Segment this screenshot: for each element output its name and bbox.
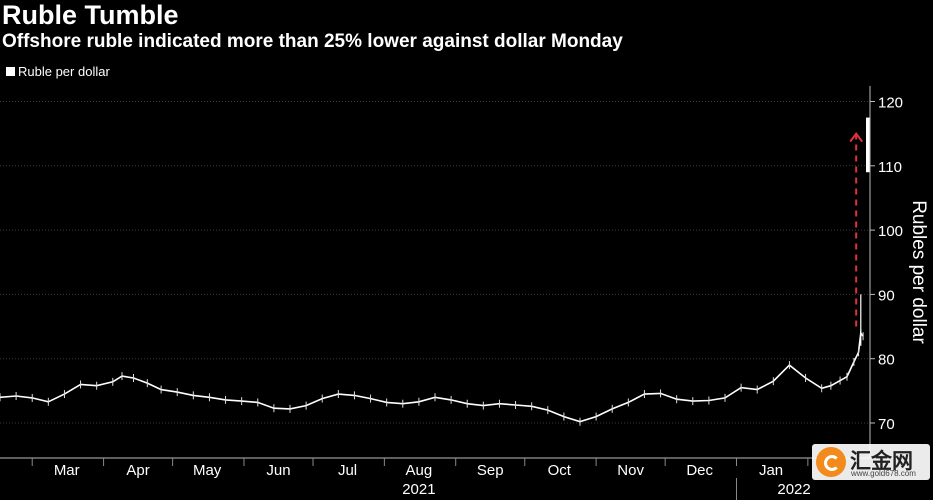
legend: Ruble per dollar [6, 64, 110, 79]
watermark-icon [816, 447, 846, 477]
watermark-logo: 汇金网 www.gold678.com [812, 444, 930, 480]
chart-subtitle: Offshore ruble indicated more than 25% l… [2, 31, 623, 52]
year-label: 2022 [777, 481, 810, 498]
x-tick-label: Oct [548, 462, 572, 479]
price-line [0, 330, 864, 423]
watermark-brand: 汇金网 [850, 450, 913, 473]
y-tick-label: 80 [878, 352, 895, 369]
y-axis-label: Rubles per dollar [908, 200, 929, 344]
legend-label: Ruble per dollar [18, 64, 110, 79]
x-tick-label: Dec [686, 462, 713, 479]
x-tick-label: Jul [338, 462, 357, 479]
x-tick-label: Jun [266, 462, 290, 479]
annotation [849, 131, 863, 327]
x-tick-label: Nov [617, 462, 644, 479]
price-series [0, 117, 870, 426]
x-tick-label: Apr [126, 462, 149, 479]
watermark-url: www.gold678.com [851, 469, 916, 478]
gridlines [0, 101, 870, 424]
final-candle [866, 117, 870, 173]
y-tick-label: 90 [878, 287, 895, 304]
y-tick-label: 110 [878, 159, 902, 176]
year-label: 2021 [402, 481, 435, 498]
legend-swatch [6, 67, 15, 76]
y-tick-label: 100 [878, 223, 903, 240]
x-tick-label: May [193, 462, 222, 479]
y-tick-label: 70 [878, 416, 895, 433]
x-tick-label: Sep [477, 462, 504, 479]
y-axis: 70 80 90 100 110 120 Rubles per dollar [869, 86, 929, 458]
y-tick-label: 120 [878, 95, 903, 112]
x-axis: MarAprMayJunJulAugSepOctNovDecJanF202120… [0, 457, 870, 500]
x-tick-label: Jan [759, 462, 783, 479]
x-tick-label: Aug [406, 462, 433, 479]
chart-title: Ruble Tumble [2, 0, 179, 30]
annotation-arrow-head [849, 131, 863, 143]
x-tick-label: Mar [54, 462, 80, 479]
